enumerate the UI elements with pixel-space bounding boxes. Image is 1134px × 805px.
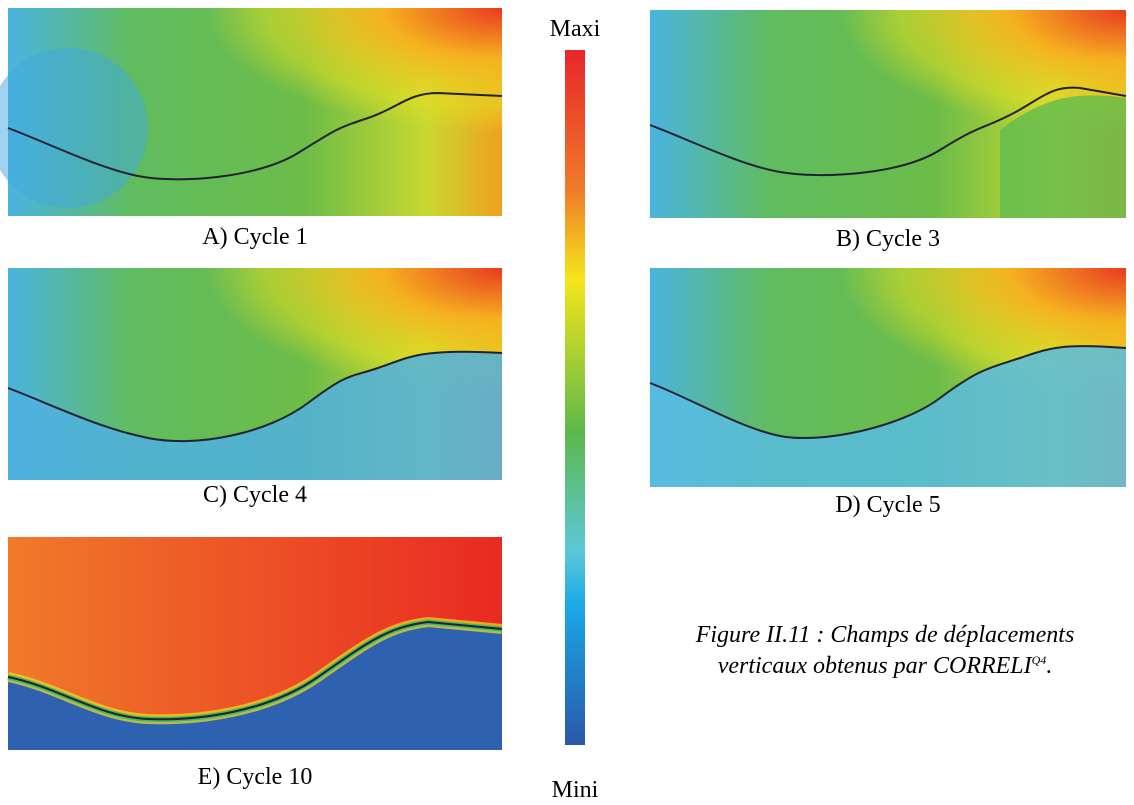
caption-line: Figure II.11 : Champs de déplacements	[695, 622, 1075, 648]
colorbar	[565, 50, 585, 745]
panel-d-image	[649, 268, 1127, 487]
panel-b-image	[649, 10, 1127, 218]
panel-label: B) Cycle 3	[836, 226, 940, 252]
panel-a-image	[0, 8, 503, 216]
caption-superscript: Q4	[1031, 653, 1047, 667]
caption-line: verticaux obtenus par CORRELIQ4.	[718, 653, 1053, 680]
colorbar-max-label: Maxi	[549, 16, 601, 42]
caption-text: verticaux obtenus par CORRELI	[717, 653, 1032, 679]
panel-c-image	[7, 268, 503, 480]
caption-end: .	[1046, 653, 1053, 679]
panel-label: D) Cycle 5	[835, 492, 941, 518]
colorbar-min-label: Mini	[551, 777, 599, 803]
panel-label: E) Cycle 10	[197, 764, 313, 790]
panel-e-image	[7, 537, 503, 750]
panel-label: C) Cycle 4	[203, 482, 307, 508]
panel-label: A) Cycle 1	[202, 224, 308, 250]
